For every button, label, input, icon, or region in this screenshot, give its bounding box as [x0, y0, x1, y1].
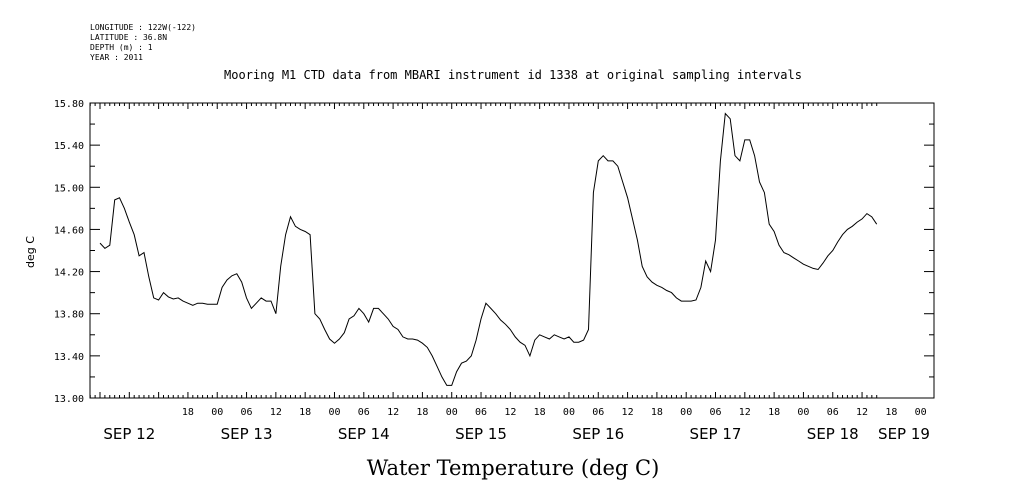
longitude-label: LONGITUDE : 122W(-122) — [90, 23, 196, 32]
series-layer — [99, 112, 878, 386]
x-tick-label: 18 — [768, 407, 780, 418]
latitude-label: LATITUDE : 36.8N — [90, 33, 167, 42]
y-tick-label: 14.60 — [54, 225, 84, 236]
x-tick-label: 12 — [270, 407, 282, 418]
chart-title: Mooring M1 CTD data from MBARI instrumen… — [224, 68, 802, 82]
x-tick-label: 06 — [592, 407, 604, 418]
x-tick-label: 18 — [416, 407, 428, 418]
x-tick-label: 12 — [504, 407, 516, 418]
x-tick-label: 12 — [622, 407, 634, 418]
x-tick-label: 00 — [797, 407, 809, 418]
x-day-label: SEP 13 — [221, 425, 273, 443]
x-tick-label: 00 — [680, 407, 692, 418]
x-tick-label: 00 — [328, 407, 340, 418]
x-tick-label: 12 — [739, 407, 751, 418]
plot-frame — [89, 102, 935, 399]
temperature-line — [99, 112, 878, 386]
y-tick-label: 15.00 — [54, 183, 84, 194]
x-axis: 18 00 06 12 18 00 06 12 18 00 06 12 18 00 06 12 18 00 06 12… — [89, 103, 930, 443]
x-tick-label: 18 — [651, 407, 663, 418]
x-tick-label: 18 — [885, 407, 897, 418]
y-tick-label: 13.40 — [54, 352, 84, 363]
y-tick-label: 13.00 — [54, 394, 84, 405]
y-tick-label: 13.80 — [54, 310, 84, 321]
y-tick-label: 15.40 — [54, 141, 84, 152]
x-tick-label: 12 — [856, 407, 868, 418]
x-tick-label: 00 — [211, 407, 223, 418]
x-tick-label: 00 — [446, 407, 458, 418]
x-day-label: SEP 15 — [455, 425, 507, 443]
year-label: YEAR : 2011 — [90, 53, 143, 62]
x-day-label: SEP 18 — [807, 425, 859, 443]
y-tick-label: 14.20 — [54, 268, 84, 279]
x-day-label: SEP 12 — [103, 425, 155, 443]
x-day-label: SEP 17 — [690, 425, 742, 443]
x-tick-label: 06 — [827, 407, 839, 418]
x-tick-label: 06 — [709, 407, 721, 418]
y-axis-label: deg C — [24, 236, 37, 268]
x-axis-label: Water Temperature (deg C) — [367, 456, 660, 480]
y-axis: 13.00 13.40 13.80 14.20 14.60 15.00 15.40 15.80 — [54, 99, 934, 405]
x-tick-label: 06 — [358, 407, 370, 418]
x-tick-label: 06 — [241, 407, 253, 418]
x-tick-label: 12 — [387, 407, 399, 418]
x-tick-label: 18 — [299, 407, 311, 418]
x-tick-label: 00 — [563, 407, 575, 418]
x-tick-label: 06 — [475, 407, 487, 418]
x-day-label: SEP 14 — [338, 425, 390, 443]
x-tick-label: 18 — [534, 407, 546, 418]
x-day-label: SEP 19 — [878, 425, 930, 443]
x-tick-label: 18 — [182, 407, 194, 418]
x-day-label: SEP 16 — [572, 425, 624, 443]
y-tick-label: 15.80 — [54, 99, 84, 110]
x-tick-label: 00 — [915, 407, 927, 418]
depth-label: DEPTH (m) : 1 — [90, 43, 153, 52]
